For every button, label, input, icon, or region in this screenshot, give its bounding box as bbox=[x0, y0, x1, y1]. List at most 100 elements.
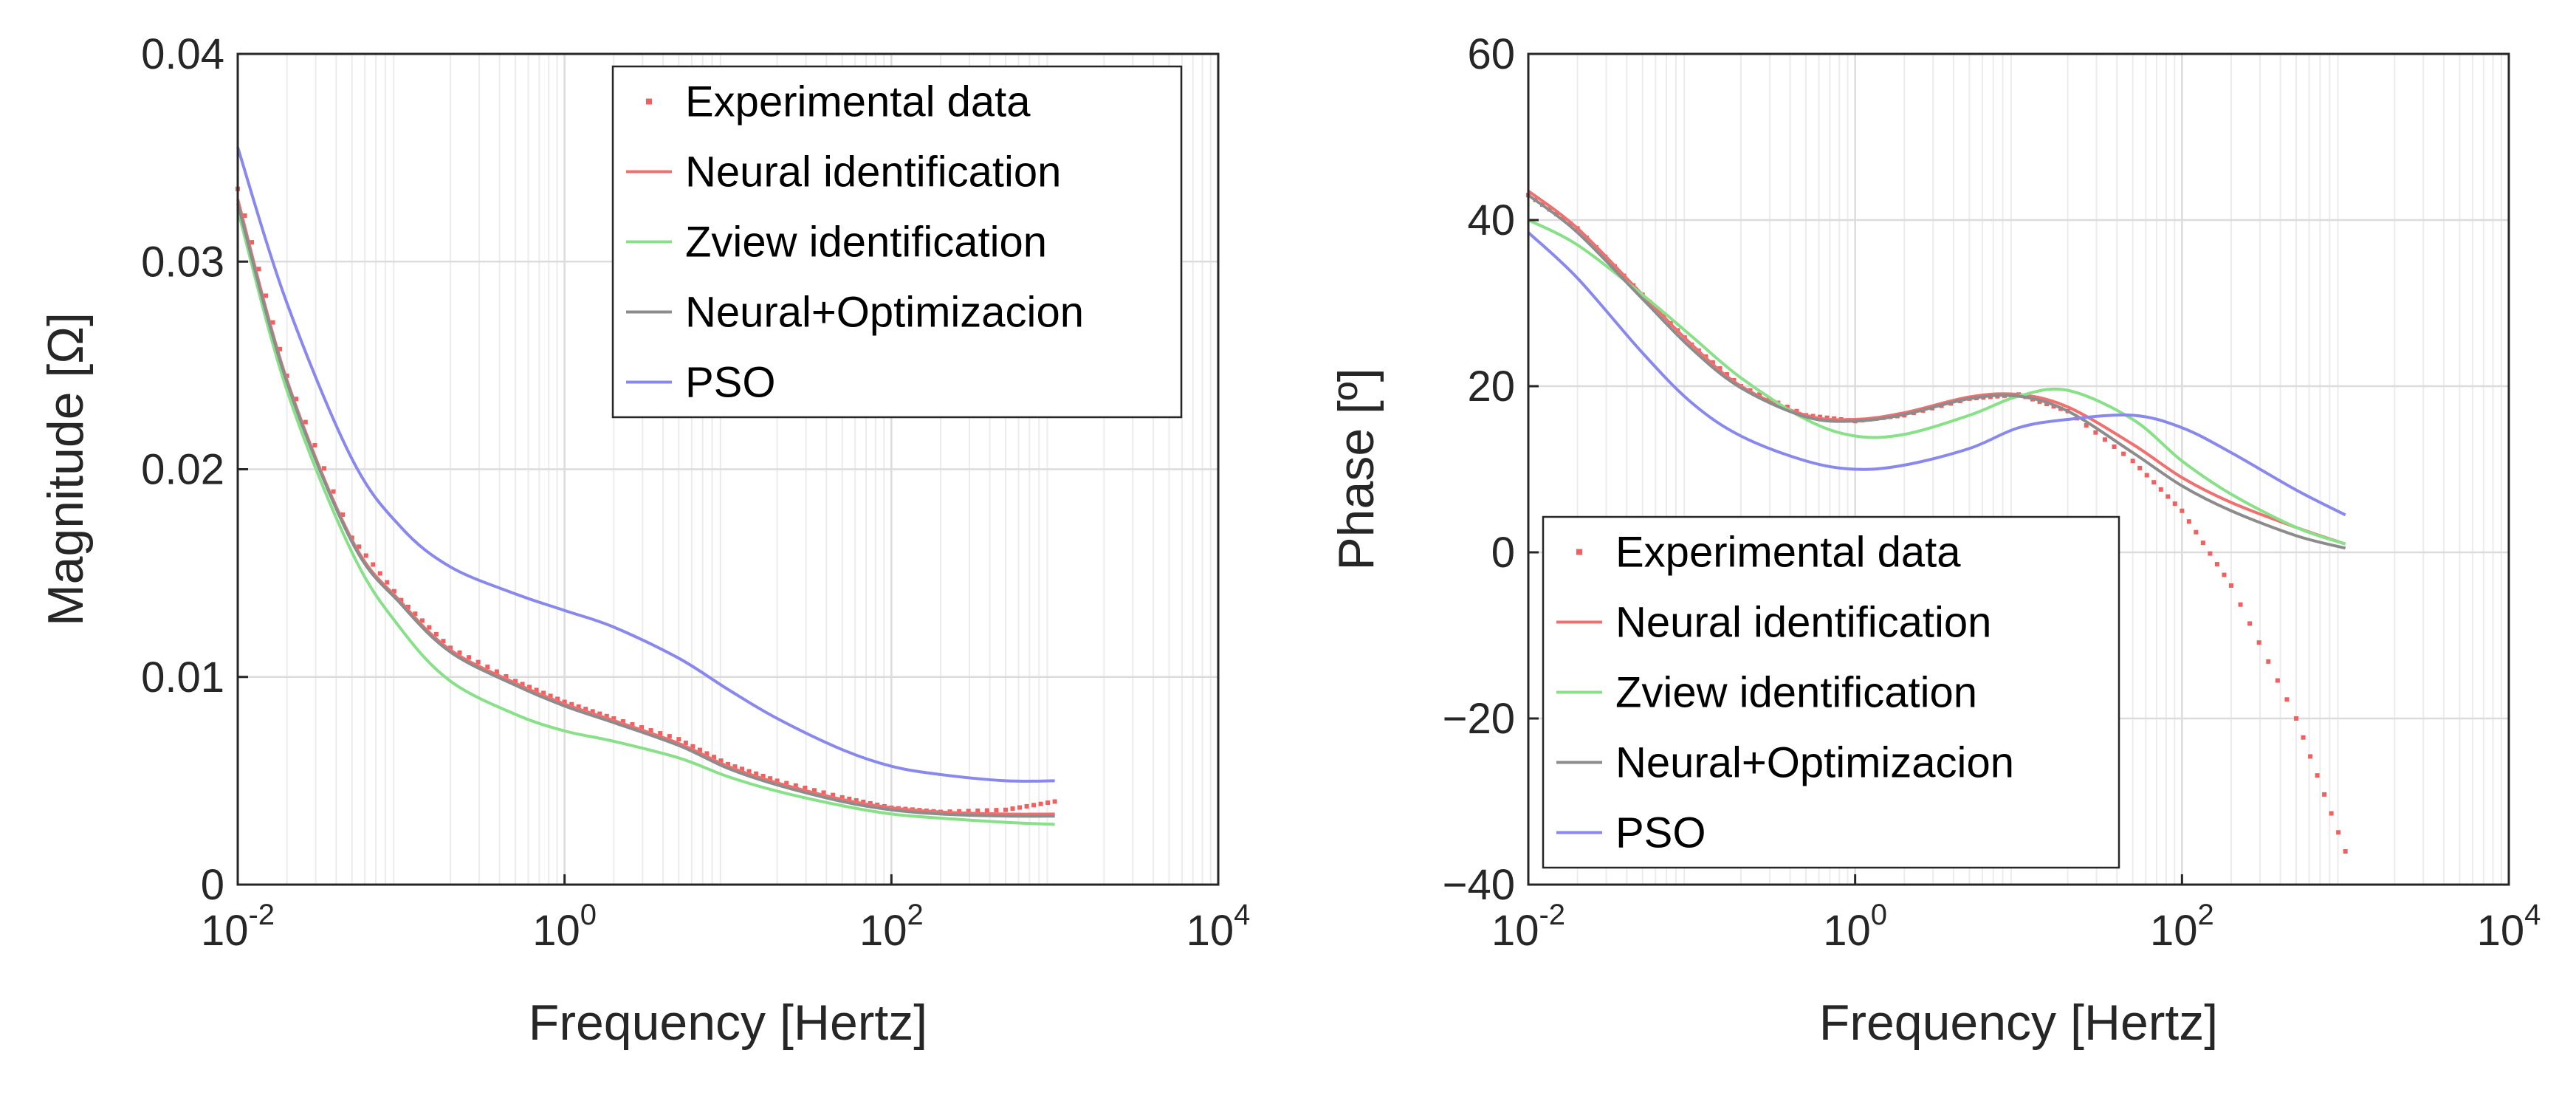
x-tick-exponent: 2 bbox=[907, 899, 923, 931]
series-line-neural-identification bbox=[1527, 190, 2346, 546]
x-tick-exponent: 2 bbox=[2197, 899, 2213, 931]
data-point bbox=[861, 799, 866, 804]
data-point bbox=[2084, 423, 2089, 428]
data-point bbox=[847, 796, 852, 801]
data-point bbox=[303, 419, 308, 425]
x-tick-exponent: -2 bbox=[1539, 899, 1565, 931]
data-point bbox=[485, 665, 490, 670]
data-point bbox=[1003, 807, 1009, 812]
x-tick-exponent: -2 bbox=[248, 899, 275, 931]
data-point bbox=[513, 679, 518, 684]
data-point bbox=[732, 764, 738, 769]
x-tick-base: 10 bbox=[1186, 907, 1234, 955]
data-point bbox=[467, 655, 472, 660]
legend-item: Experimental data bbox=[1576, 529, 1961, 577]
data-point bbox=[2238, 602, 2243, 607]
data-point bbox=[754, 771, 759, 776]
data-point bbox=[548, 693, 553, 699]
x-axis-label: Frequency [Hertz] bbox=[529, 995, 927, 1051]
y-tick-label: −40 bbox=[1443, 861, 1515, 909]
legend-item: Zview identification bbox=[1556, 669, 1977, 717]
data-point bbox=[2144, 473, 2149, 478]
data-point bbox=[839, 795, 845, 800]
grid bbox=[236, 52, 1220, 886]
data-point bbox=[683, 740, 688, 745]
data-point bbox=[821, 790, 826, 795]
x-tick-base: 10 bbox=[2477, 907, 2525, 955]
data-point bbox=[1785, 405, 1790, 410]
data-point bbox=[2301, 735, 2306, 740]
x-tick-exponent: 4 bbox=[2524, 899, 2541, 931]
y-tick-label: 0.04 bbox=[141, 30, 224, 78]
data-point bbox=[1017, 805, 1023, 810]
data-point bbox=[726, 761, 730, 766]
data-point bbox=[2308, 754, 2313, 759]
data-point bbox=[494, 669, 499, 674]
tick-marks bbox=[1527, 52, 2510, 886]
data-point bbox=[793, 783, 798, 788]
data-point bbox=[697, 747, 702, 752]
legend-label: Neural+Optimizacion bbox=[1615, 739, 2014, 787]
data-point bbox=[2137, 465, 2143, 470]
data-point bbox=[676, 737, 681, 742]
data-point bbox=[984, 808, 989, 813]
data-point bbox=[331, 489, 336, 494]
data-point bbox=[1031, 803, 1037, 808]
data-point bbox=[583, 707, 588, 712]
data-point bbox=[1024, 803, 1029, 809]
data-point bbox=[250, 240, 255, 245]
series-line-neural-optimizacion bbox=[236, 202, 1055, 818]
data-point bbox=[803, 786, 808, 791]
data-point bbox=[569, 701, 574, 707]
series-line-pso bbox=[236, 146, 1055, 783]
legend-item: Neural+Optimizacion bbox=[626, 289, 1084, 337]
data-point bbox=[2102, 437, 2107, 442]
data-point bbox=[527, 685, 532, 690]
legend-label: Zview identification bbox=[685, 219, 1047, 267]
legend-label: Experimental data bbox=[685, 78, 1031, 126]
y-tick-label: 20 bbox=[1467, 363, 1515, 411]
data-point bbox=[321, 466, 326, 471]
legend-label: Neural identification bbox=[1615, 599, 1991, 647]
x-tick-label: 102 bbox=[859, 899, 924, 955]
y-axis-label: Magnitude [Ω] bbox=[38, 312, 94, 626]
data-point bbox=[711, 755, 716, 760]
y-tick-label: 0.02 bbox=[141, 446, 224, 494]
data-point bbox=[2151, 480, 2157, 485]
legend-label: PSO bbox=[685, 359, 776, 407]
data-point bbox=[630, 722, 635, 727]
x-axis-label: Frequency [Hertz] bbox=[1819, 995, 2218, 1051]
legend-item: Neural identification bbox=[626, 148, 1061, 196]
data-point bbox=[534, 687, 539, 693]
series-group bbox=[236, 146, 1057, 826]
data-point bbox=[2093, 430, 2098, 435]
data-point bbox=[357, 544, 362, 549]
data-point bbox=[264, 293, 269, 298]
data-point bbox=[433, 631, 439, 637]
legend: Experimental data Neural identification Zv… bbox=[1542, 515, 2120, 869]
x-tick-label: 100 bbox=[532, 899, 597, 955]
legend-item: PSO bbox=[626, 359, 776, 407]
data-point bbox=[2194, 529, 2199, 535]
data-point bbox=[1757, 392, 1762, 397]
x-tick-label: 104 bbox=[2477, 899, 2541, 955]
data-point bbox=[831, 792, 836, 797]
series-line-zview-identification bbox=[1528, 219, 2346, 546]
data-point bbox=[256, 267, 261, 272]
data-point bbox=[811, 788, 817, 793]
data-point bbox=[2186, 519, 2191, 524]
data-point bbox=[2247, 621, 2253, 626]
y-axis-label: Phase [º] bbox=[1328, 368, 1384, 570]
data-point bbox=[427, 625, 432, 630]
y-tick-label: 0 bbox=[1491, 529, 1515, 577]
data-point bbox=[2112, 444, 2117, 449]
data-point bbox=[391, 589, 396, 594]
data-point bbox=[405, 604, 411, 609]
data-point bbox=[278, 346, 283, 351]
data-point bbox=[1052, 799, 1057, 804]
data-point bbox=[1045, 800, 1051, 806]
data-point bbox=[377, 571, 382, 576]
data-point bbox=[740, 766, 745, 772]
data-point bbox=[2208, 551, 2213, 556]
data-point bbox=[2329, 811, 2334, 816]
